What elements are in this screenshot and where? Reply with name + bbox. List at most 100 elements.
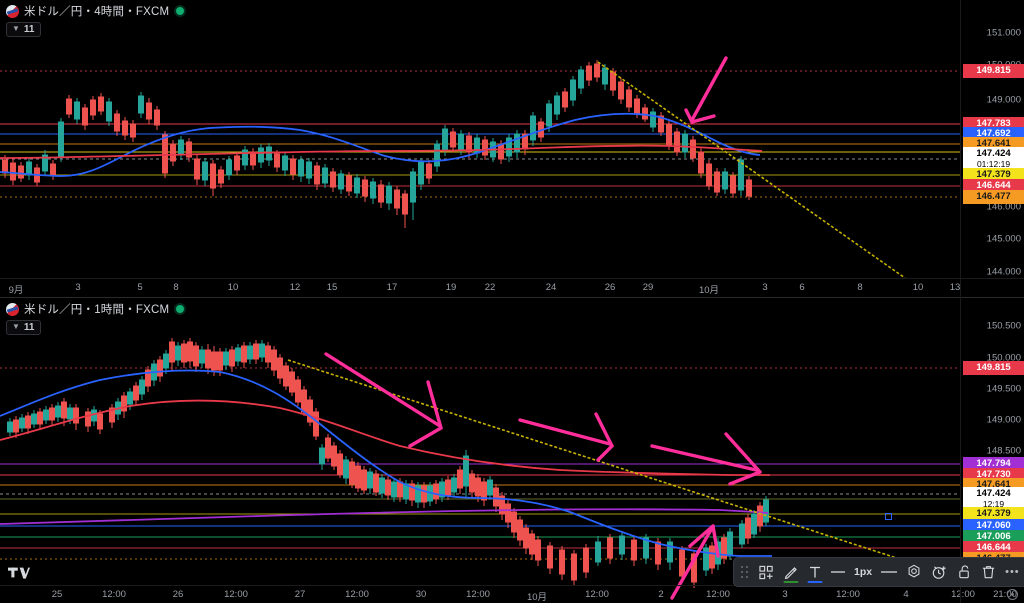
ellipsis-icon: ••• bbox=[1005, 566, 1020, 578]
time-label: 26 bbox=[604, 282, 616, 293]
time-label: 12:00 bbox=[706, 589, 730, 600]
price-tick: 151.000 bbox=[986, 27, 1021, 39]
annotation-arrow-up-1h bbox=[670, 524, 720, 600]
time-label: 5 bbox=[137, 282, 143, 293]
live-dot-icon bbox=[176, 305, 185, 313]
price-badge-149-815[interactable]: 149.815 bbox=[963, 64, 1024, 78]
price-badge-147-006[interactable]: 147.006 bbox=[963, 530, 1024, 544]
annotation-arrow-right2-1h bbox=[650, 432, 762, 486]
price-tick: 150.000 bbox=[986, 352, 1021, 364]
drag-handle-icon[interactable] bbox=[741, 559, 750, 585]
collapse-chip-1h[interactable]: ▼ 11 bbox=[6, 319, 41, 335]
time-label: 12:00 bbox=[102, 589, 126, 600]
tradingview-logo[interactable] bbox=[8, 565, 30, 585]
text-color-button[interactable] bbox=[807, 559, 823, 585]
drawing-toolbar[interactable]: 1px bbox=[733, 557, 1024, 587]
pencil-color-swatch bbox=[783, 580, 799, 583]
plot-area-4h[interactable] bbox=[0, 0, 960, 298]
last-price-badge-4h[interactable]: 147.424 01:12:19 bbox=[963, 147, 1024, 171]
legend-title-4h[interactable]: 米ドル／円・4時間・FXCM bbox=[24, 6, 170, 18]
trendline-4h bbox=[597, 61, 906, 279]
time-label: 29 bbox=[642, 282, 654, 293]
legend-1h: 米ドル／円・1時間・FXCM ▼ 11 bbox=[6, 302, 185, 335]
ma-slow-1h bbox=[0, 399, 770, 476]
price-scale-1h[interactable]: 150.500 150.000 149.500 149.000 148.500 … bbox=[960, 298, 1024, 603]
settings-button[interactable] bbox=[906, 559, 922, 585]
symbol-icon bbox=[6, 302, 19, 316]
time-label: 25 bbox=[51, 589, 63, 600]
price-badge-147-794[interactable]: 147.794 bbox=[963, 457, 1024, 471]
line-width-label: 1px bbox=[854, 566, 873, 578]
bar-countdown: 01:12:19 bbox=[976, 159, 1011, 169]
price-badge-147-379[interactable]: 147.379 bbox=[963, 168, 1024, 182]
annotation-arrow-down-1h bbox=[324, 352, 443, 448]
more-options-button[interactable]: ••• bbox=[1005, 559, 1020, 585]
collapse-chip-4h[interactable]: ▼ 11 bbox=[6, 21, 41, 37]
time-label: 10 bbox=[912, 282, 924, 293]
price-tick: 145.000 bbox=[986, 233, 1021, 245]
templates-add-button[interactable] bbox=[759, 559, 774, 585]
price-tick: 144.000 bbox=[986, 266, 1021, 278]
time-label: 10月 bbox=[698, 285, 720, 296]
time-label: 10 bbox=[227, 282, 239, 293]
last-price-value: 147.424 bbox=[976, 148, 1011, 159]
live-dot-icon bbox=[176, 7, 185, 15]
time-label: 3 bbox=[762, 282, 768, 293]
price-badge-146-477[interactable]: 146.477 bbox=[963, 190, 1024, 204]
time-label: 17 bbox=[386, 282, 398, 293]
chart-pane-4h[interactable]: 米ドル／円・4時間・FXCM ▼ 11 151.000 150.000 149.… bbox=[0, 0, 1024, 298]
time-label: 12:00 bbox=[836, 589, 860, 600]
time-label: 12:00 bbox=[951, 589, 975, 600]
chevron-down-icon: ▼ bbox=[12, 24, 20, 33]
time-scale-1h[interactable]: 25 12:00 26 12:00 27 12:00 30 12:00 10月 … bbox=[0, 585, 1024, 603]
time-label: 6 bbox=[799, 282, 805, 293]
time-label: 13 bbox=[949, 282, 961, 293]
add-alert-button[interactable] bbox=[931, 559, 948, 585]
price-badge-147-060[interactable]: 147.060 bbox=[963, 519, 1024, 533]
time-label: 12:00 bbox=[224, 589, 248, 600]
time-label: 4 bbox=[903, 589, 909, 600]
time-scale-4h[interactable]: 9月 3 5 8 10 12 15 17 19 22 24 26 29 10月 … bbox=[0, 278, 1024, 296]
symbol-icon bbox=[6, 4, 19, 18]
time-label: 3 bbox=[782, 589, 788, 600]
horizontal-levels-4h bbox=[0, 70, 960, 198]
time-label: 12:00 bbox=[345, 589, 369, 600]
pane-divider[interactable] bbox=[0, 297, 1024, 298]
line-style-button[interactable] bbox=[881, 559, 898, 585]
legend-4h: 米ドル／円・4時間・FXCM ▼ 11 bbox=[6, 4, 185, 37]
ma-slow-4h bbox=[0, 144, 763, 159]
collapse-count-1h: 11 bbox=[23, 321, 35, 333]
line-width-button[interactable]: 1px bbox=[831, 559, 872, 585]
price-badge-147-379[interactable]: 147.379 bbox=[963, 507, 1024, 521]
annotation-arrow-right-1h bbox=[518, 412, 614, 462]
time-label: 9月 bbox=[8, 285, 24, 296]
time-label: 8 bbox=[173, 282, 179, 293]
price-tick: 148.500 bbox=[986, 445, 1021, 457]
bar-countdown: 12:19 bbox=[982, 499, 1005, 509]
time-label: 24 bbox=[545, 282, 557, 293]
time-label: 12:00 bbox=[585, 589, 609, 600]
last-price-value: 147.424 bbox=[976, 488, 1011, 499]
time-label: 21:00 bbox=[993, 589, 1017, 600]
time-label: 27 bbox=[294, 589, 306, 600]
chevron-down-icon: ▼ bbox=[12, 322, 20, 331]
price-badge-146-644[interactable]: 146.644 bbox=[963, 541, 1024, 555]
time-label: 15 bbox=[326, 282, 338, 293]
price-badge-149-815[interactable]: 149.815 bbox=[963, 361, 1024, 375]
price-tick: 149.000 bbox=[986, 414, 1021, 426]
time-label: 26 bbox=[172, 589, 184, 600]
price-badge-146-644[interactable]: 146.644 bbox=[963, 179, 1024, 193]
delete-button[interactable] bbox=[981, 559, 996, 585]
legend-title-1h[interactable]: 米ドル／円・1時間・FXCM bbox=[24, 304, 170, 316]
selected-point-marker[interactable] bbox=[885, 513, 892, 520]
time-label: 12:00 bbox=[466, 589, 490, 600]
pencil-color-button[interactable] bbox=[783, 559, 799, 585]
clock-icon[interactable] bbox=[1007, 589, 1018, 600]
time-label: 12 bbox=[289, 282, 301, 293]
time-label: 10月 bbox=[526, 592, 548, 603]
time-label: 19 bbox=[445, 282, 457, 293]
price-tick: 150.500 bbox=[986, 320, 1021, 332]
unlock-button[interactable] bbox=[957, 559, 972, 585]
price-scale-4h[interactable]: 151.000 150.000 149.000 146.000 145.000 … bbox=[960, 0, 1024, 298]
